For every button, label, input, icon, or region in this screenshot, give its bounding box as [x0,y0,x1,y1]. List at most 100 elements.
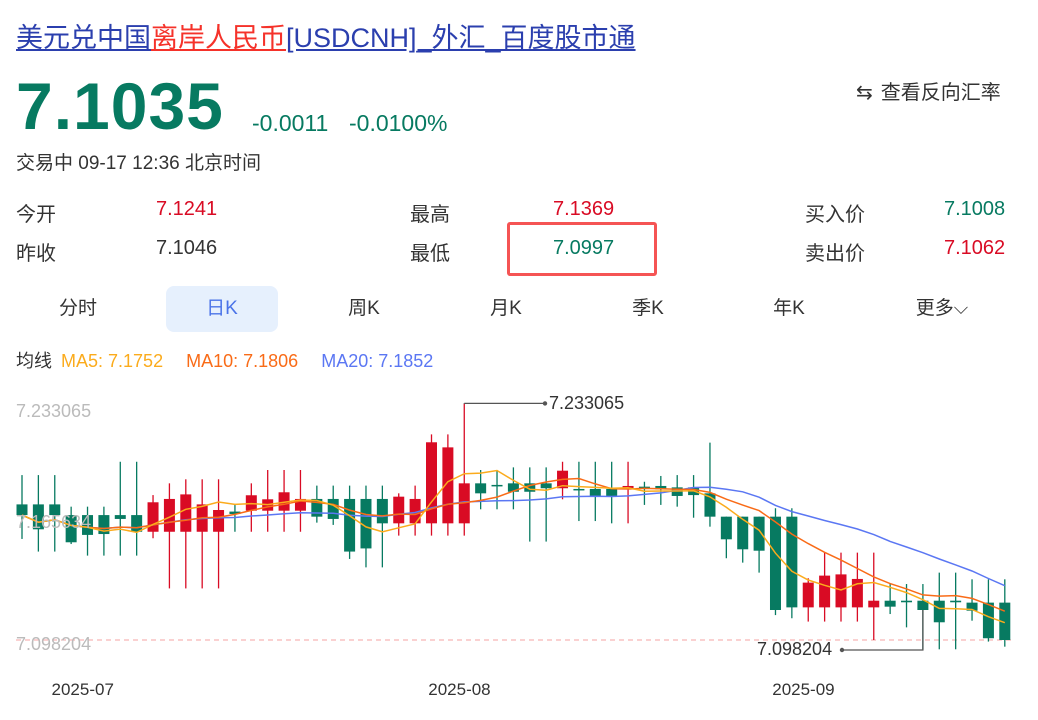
candle-body [376,498,388,524]
candle-body [999,602,1011,640]
candle-body [16,504,28,516]
reverse-rate-button[interactable]: ⇆ 查看反向汇率 [856,76,1001,105]
candle-body [966,602,978,611]
ask-value: 7.1062 [944,237,1006,259]
ma10-line [21,477,1006,612]
low-value: 7.0997 [553,237,615,259]
candle-body [868,600,880,608]
open-value: 7.1241 [156,198,218,220]
trading-status: 交易中 09-17 12:36 北京时间 [16,153,261,174]
max-annotation-dot [542,401,548,406]
tab-yearly-k[interactable]: 年K [773,298,805,319]
candle-body [327,498,339,519]
candle-body [802,582,814,608]
reverse-rate-label: 查看反向汇率 [880,82,1001,104]
y-tick-label: 7.165634 [16,512,92,532]
ma-legend-label: 均线 [16,351,52,371]
candle-body [426,442,437,524]
candle-body [147,502,159,532]
candle-body [606,488,618,496]
x-tick-label: 2025-09 [772,680,835,699]
candle-body [950,600,962,603]
candle-body [540,483,552,489]
candle-body [901,600,913,603]
price-change: -0.0011 [252,110,329,136]
tab-weekly-k[interactable]: 周K [348,298,380,319]
candle-body [835,574,847,608]
candle-body [32,504,44,530]
candle-body [982,602,994,639]
y-tick-label: 7.098204 [16,634,92,654]
candle-body [409,498,421,524]
prev-close-label: 昨收 [16,243,56,265]
candle-body [229,511,241,515]
min-annotation-dot [839,647,845,653]
ma5-legend: MA5: 7.1752 [61,351,164,371]
x-tick-label: 2025-08 [428,680,491,699]
candle-body [442,447,454,524]
x-tick-label: 2025-07 [51,680,114,699]
candle-body [131,515,143,532]
y-tick-label: 7.233065 [16,401,92,421]
candle-body [491,484,503,487]
candle-body [114,515,126,519]
price-change-percent: -0.0100% [349,110,448,136]
candle-body [180,494,192,532]
candle-body [213,510,225,532]
candle-body [360,498,372,549]
candle-body [851,578,863,608]
swap-arrows-icon: ⇆ [856,82,873,104]
candle-body [655,485,667,490]
current-price: 7.1035 [16,69,224,143]
candle-body [65,515,77,543]
bid-value: 7.1008 [944,198,1006,220]
candle-body [737,516,749,550]
ask-label: 卖出价 [805,243,865,265]
max-price-annotation: 7.233065 [549,393,625,413]
candle-body [589,488,601,496]
candle-body [573,488,585,491]
title-link-cnh[interactable]: 离岸人民币 [151,23,286,53]
candle-body [507,483,519,492]
candle-body [311,498,323,517]
candle-body [344,498,356,552]
candle-body [753,516,765,551]
bid-label: 买入价 [805,204,865,226]
ma5-line [21,469,1006,624]
open-label: 今开 [16,204,56,226]
candle-body [638,486,650,489]
candle-body [720,516,732,540]
candle-body [524,483,536,492]
title-link-usd[interactable]: 美元兑中国 [16,23,151,53]
tab-more[interactable]: 更多⌵ [915,298,969,319]
candle-body [294,498,306,511]
candle-body [82,515,94,535]
candle-body [933,600,945,623]
candle-body [163,498,175,532]
prev-close-value: 7.1046 [156,237,218,259]
min-annotation-leader [842,610,924,651]
highlight-box [507,222,657,276]
tab-monthly-k[interactable]: 月K [490,298,522,319]
ma-legend: 均线 MA5: 7.1752 MA10: 7.1806 MA20: 7.1852 [16,347,433,373]
tab-daily-k[interactable]: 日K [166,286,278,332]
ma10-legend: MA10: 7.1806 [186,351,299,371]
candle-body [704,493,716,517]
candle-body [917,600,929,610]
ma20-legend: MA20: 7.1852 [321,351,434,371]
candle-body [49,504,61,516]
candle-body [98,515,110,535]
tab-quarterly-k[interactable]: 季K [632,298,664,319]
candle-body [769,516,781,610]
tab-intraday[interactable]: 分时 [58,298,97,319]
high-value: 7.1369 [553,198,615,220]
candle-body [819,575,831,608]
page-title: 美元兑中国离岸人民币[USDCNH]_外汇_百度股市通 [16,20,636,56]
low-label: 最低 [410,243,450,265]
candle-body [393,496,405,524]
min-price-annotation: 7.098204 [757,639,833,659]
high-label: 最高 [410,204,450,226]
candle-body [884,600,896,607]
title-link-suffix[interactable]: [USDCNH]_外汇_百度股市通 [286,23,636,53]
